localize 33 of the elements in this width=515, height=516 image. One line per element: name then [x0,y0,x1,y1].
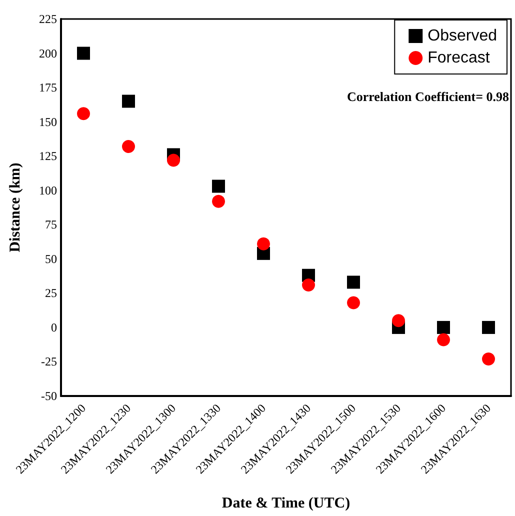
y-tick-label: 50 [45,252,57,266]
y-tick-label: 225 [39,12,57,26]
point [302,278,315,292]
point [122,94,135,108]
legend-label: Observed [428,28,498,44]
point [212,194,225,208]
y-axis-title: Distance (km) [8,162,24,252]
y-tick-label: 125 [39,149,57,164]
point [77,46,90,60]
y-tick-label: 25 [45,286,57,300]
y-tick-label: 200 [39,46,57,60]
point [347,276,360,289]
point [482,320,495,334]
legend-label: Forecast [428,50,490,66]
point [347,296,360,310]
y-tick-label: 75 [45,218,57,232]
point [122,140,135,153]
point [167,154,180,167]
y-tick-label: 175 [39,80,57,95]
point [437,320,450,334]
y-tick-label: 150 [39,114,57,129]
y-tick-label: 100 [39,183,57,198]
point [482,352,495,366]
y-tick-label: -25 [41,354,57,369]
point [212,180,225,193]
point [257,237,270,250]
x-axis-title: Date & Time (UTC) [222,496,350,512]
y-tick-label: -50 [41,389,57,403]
y-tick-label: 0 [51,320,57,334]
annotation: Correlation Coefficient= 0.98 [346,89,510,104]
point [77,107,90,120]
point [437,333,450,346]
point [392,314,405,328]
